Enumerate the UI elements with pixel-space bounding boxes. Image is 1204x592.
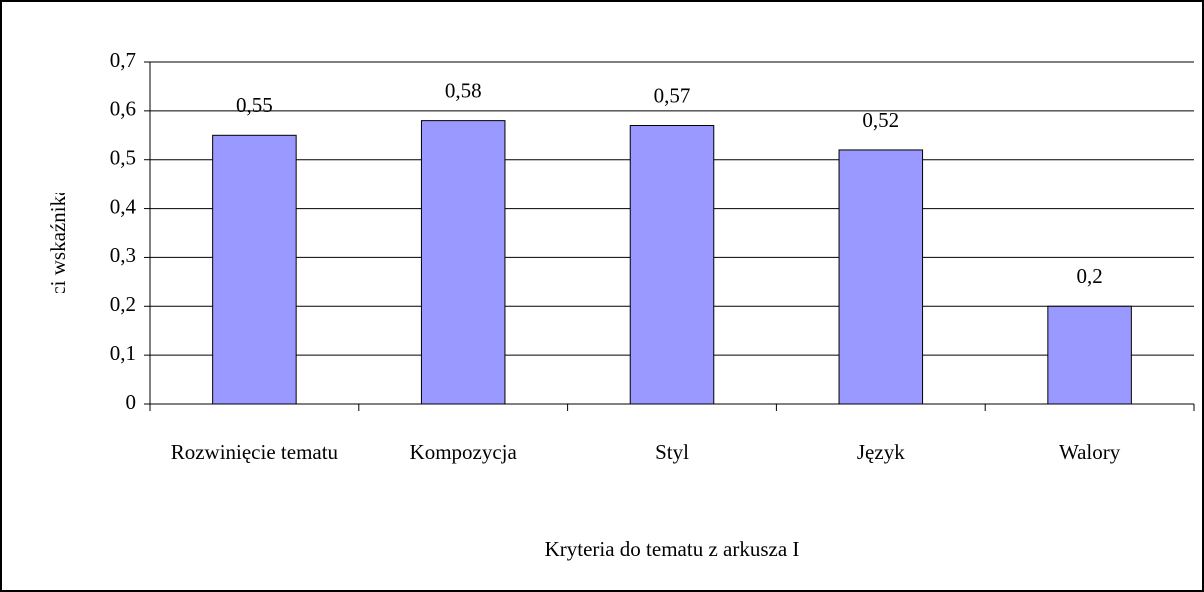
y-tick-label: 0,4 <box>110 194 137 218</box>
x-tick-label-box: Rozwinięcie tematu <box>170 440 339 464</box>
bar <box>420 120 506 405</box>
bar <box>1047 305 1132 405</box>
x-tick-label-box: Kompozycja <box>409 440 517 464</box>
y-tick-label: 0,7 <box>110 48 136 72</box>
y-axis-title: Wartości wskaźnika łatwości <box>46 111 70 354</box>
bar <box>629 125 715 405</box>
bar <box>212 134 297 405</box>
y-tick-label: 0,2 <box>110 292 136 316</box>
value-label: 0,57 <box>654 83 691 107</box>
x-tick-label-box: Język <box>856 440 905 464</box>
x-tick-label: Kompozycja <box>409 440 517 464</box>
x-tick-label-box: Styl <box>655 440 689 464</box>
y-tick-label: 0,5 <box>110 146 136 170</box>
y-tick-label: 0,1 <box>110 341 136 365</box>
x-tick-label: Rozwinięcie tematu <box>170 440 339 464</box>
x-tick-label: Walory <box>1058 440 1121 464</box>
y-tick-label: 0,3 <box>110 243 136 267</box>
value-label: 0,55 <box>236 93 273 117</box>
x-tick-label-box: Walory <box>1058 440 1121 464</box>
x-axis-title: Kryteria do tematu z arkusza I <box>545 537 800 561</box>
x-tick-label: Styl <box>655 440 689 464</box>
y-tick-label: 0 <box>126 390 137 414</box>
bar <box>838 149 924 405</box>
y-tick-label: 0,6 <box>110 97 136 121</box>
x-tick-label: Język <box>856 440 905 464</box>
value-label: 0,52 <box>862 108 899 132</box>
value-label: 0,2 <box>1076 264 1102 288</box>
value-label: 0,58 <box>445 78 482 102</box>
